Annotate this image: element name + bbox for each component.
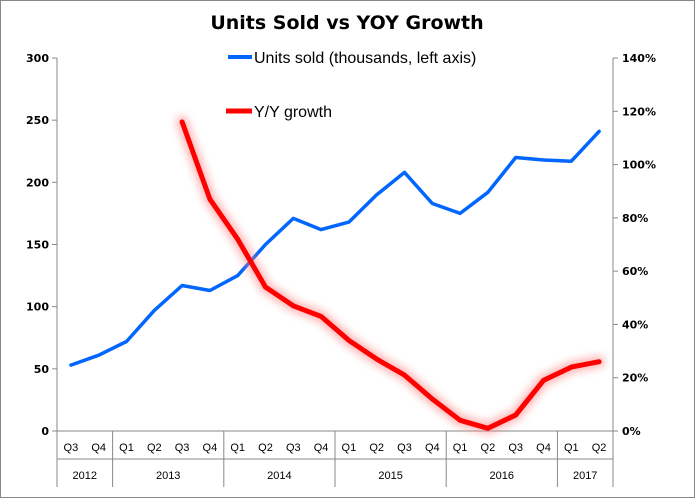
- year-label: 2014: [267, 470, 291, 482]
- units-line: [69, 129, 601, 367]
- year-label: 2017: [573, 470, 597, 482]
- quarter-label: Q2: [481, 442, 496, 454]
- quarter-label: Q4: [203, 442, 218, 454]
- year-label: 2015: [378, 470, 402, 482]
- legend: Units sold (thousands, left axis) Y/Y gr…: [226, 50, 476, 121]
- left-tick-label: 100: [26, 301, 49, 314]
- quarter-label: Q4: [425, 442, 440, 454]
- left-tick-label: 50: [34, 363, 50, 376]
- quarter-label: Q4: [91, 442, 106, 454]
- right-tick-label: 100%: [622, 159, 656, 172]
- quarter-label: Q1: [230, 442, 245, 454]
- right-tick-label: 80%: [622, 212, 648, 225]
- quarter-label: Q2: [258, 442, 273, 454]
- quarter-label: Q1: [342, 442, 357, 454]
- left-tick-label: 200: [26, 176, 49, 189]
- quarter-label: Q3: [397, 442, 412, 454]
- right-tick-label: 60%: [622, 265, 648, 278]
- year-label: 2016: [490, 470, 514, 482]
- quarter-label: Q2: [369, 442, 384, 454]
- growth-line: [179, 119, 602, 431]
- quarter-label: Q4: [536, 442, 551, 454]
- right-tick-label: 40%: [622, 318, 648, 331]
- left-tick-label: 150: [26, 239, 49, 252]
- quarter-label: Q3: [64, 442, 79, 454]
- year-label: 2013: [156, 470, 180, 482]
- legend-label-growth: Y/Y growth: [254, 104, 332, 121]
- left-tick-label: 300: [26, 52, 49, 65]
- quarter-label: Q3: [175, 442, 190, 454]
- quarter-label: Q1: [119, 442, 134, 454]
- right-tick-label: 120%: [622, 105, 656, 118]
- quarter-label: Q4: [314, 442, 329, 454]
- quarter-label: Q2: [592, 442, 607, 454]
- right-tick-label: 20%: [622, 372, 648, 385]
- legend-label-units: Units sold (thousands, left axis): [254, 50, 476, 67]
- chart-title: Units Sold vs YOY Growth: [210, 12, 483, 34]
- left-tick-label: 0: [41, 425, 49, 438]
- quarter-label: Q3: [286, 442, 301, 454]
- quarter-label: Q3: [508, 442, 523, 454]
- series-glow: [176, 115, 606, 435]
- right-tick-label: 0%: [622, 425, 641, 438]
- quarter-label: Q1: [564, 442, 579, 454]
- year-label: 2012: [73, 470, 97, 482]
- left-tick-label: 250: [26, 114, 49, 127]
- quarter-label: Q1: [453, 442, 468, 454]
- right-tick-label: 140%: [622, 52, 656, 65]
- quarter-label: Q2: [147, 442, 162, 454]
